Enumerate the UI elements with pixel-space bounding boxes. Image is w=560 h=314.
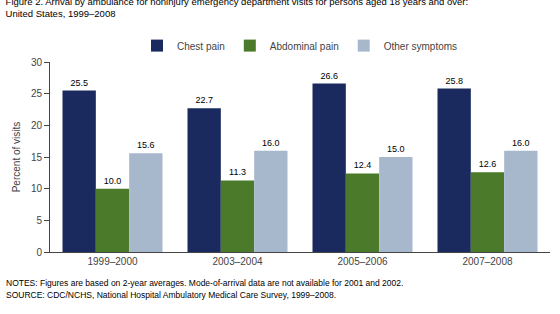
svg-text:16.0: 16.0 [512,138,530,148]
svg-text:10.0: 10.0 [104,176,122,186]
svg-text:30: 30 [31,57,43,68]
svg-text:5: 5 [36,215,42,226]
svg-text:NOTES: Figures are based on 2-: NOTES: Figures are based on 2-year avera… [6,278,403,288]
svg-text:16.0: 16.0 [262,138,280,148]
svg-text:Percent of visits: Percent of visits [11,122,22,193]
svg-text:25: 25 [31,88,43,99]
svg-text:Other symptoms: Other symptoms [384,41,457,52]
svg-text:2005–2006: 2005–2006 [337,256,387,267]
svg-text:Abdominal pain: Abdominal pain [270,41,339,52]
svg-text:20: 20 [31,120,43,131]
svg-text:Figure 2. Arrival by ambulance: Figure 2. Arrival by ambulance for nonin… [6,0,469,19]
svg-text:2003–2004: 2003–2004 [212,256,262,267]
svg-text:1999–2000: 1999–2000 [87,256,137,267]
svg-text:0: 0 [36,247,42,258]
svg-text:11.3: 11.3 [229,167,246,177]
svg-text:12.4: 12.4 [354,160,372,170]
svg-text:15: 15 [31,152,43,163]
svg-text:10: 10 [31,183,43,194]
svg-text:15.0: 15.0 [387,144,405,154]
svg-text:12.6: 12.6 [479,159,497,169]
svg-text:15.6: 15.6 [137,140,155,150]
svg-text:SOURCE: CDC/NCHS, National Hos: SOURCE: CDC/NCHS, National Hospital Ambu… [6,290,336,300]
svg-text:25.8: 25.8 [445,76,463,86]
svg-text:Chest pain: Chest pain [177,41,225,52]
svg-text:2007–2008: 2007–2008 [462,256,512,267]
svg-text:22.7: 22.7 [195,95,213,105]
svg-text:25.5: 25.5 [70,78,88,88]
svg-text:26.6: 26.6 [320,71,338,81]
